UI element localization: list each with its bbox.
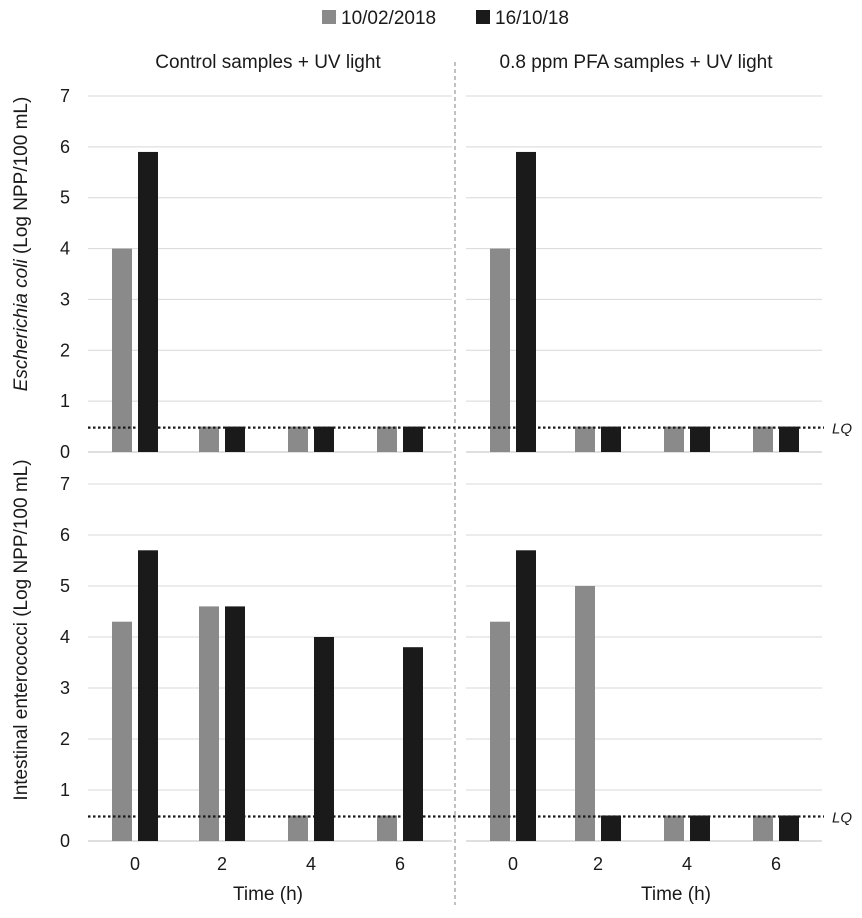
- y-tick-label: 5: [60, 576, 70, 596]
- y-axis-title-top: Escherichia coli (Log NPP/100 mL): [11, 97, 32, 392]
- bar-series-1: [575, 586, 595, 841]
- bar-series-2: [690, 815, 710, 841]
- x-tick-label: 6: [395, 854, 405, 874]
- y-axis-ticks: 0 1 2 3 4 5 6 7 0 1 2 3 4 5 6 7: [60, 86, 70, 851]
- bar-series-2: [601, 426, 621, 452]
- bar-series-2: [690, 426, 710, 452]
- bar-series-2: [403, 426, 423, 452]
- bar-series-2: [779, 426, 799, 452]
- y-tick-label: 1: [60, 780, 70, 800]
- y-tick-label: 6: [60, 137, 70, 157]
- bar-series-1: [288, 426, 308, 452]
- y-tick-label: 6: [60, 525, 70, 545]
- y-tick-label: 5: [60, 188, 70, 208]
- panel-title-right: 0.8 ppm PFA samples + UV light: [500, 52, 774, 73]
- bar-series-2: [138, 550, 158, 841]
- legend-swatch-series-1: [322, 10, 336, 24]
- y-tick-label: 0: [60, 442, 70, 462]
- bar-series-2: [314, 426, 334, 452]
- lq-label: LQ: [832, 810, 852, 827]
- bar-series-1: [199, 606, 219, 841]
- x-tick-label: 4: [682, 854, 692, 874]
- bar-series-1: [490, 248, 510, 452]
- x-axis-ticks: 0 2 4 6 0 2 4 6: [130, 854, 781, 874]
- lq-lines: LQ LQ: [88, 421, 852, 827]
- y-tick-label: 2: [60, 340, 70, 360]
- x-tick-label: 2: [217, 854, 227, 874]
- bar-series-1: [753, 815, 773, 841]
- legend-swatch-series-2: [476, 10, 490, 24]
- x-axis-title-left: Time (h): [233, 884, 303, 905]
- x-tick-label: 0: [508, 854, 518, 874]
- bar-series-1: [753, 426, 773, 452]
- bar-series-2: [403, 647, 423, 841]
- x-tick-label: 0: [130, 854, 140, 874]
- x-tick-label: 6: [771, 854, 781, 874]
- legend: 10/02/2018 16/10/18: [322, 8, 569, 29]
- y-tick-label: 0: [60, 831, 70, 851]
- bars: [112, 151, 799, 841]
- bar-series-1: [112, 248, 132, 452]
- legend-label-series-1: 10/02/2018: [341, 8, 436, 29]
- y-tick-label: 4: [60, 627, 70, 647]
- x-axis-title-right: Time (h): [641, 884, 711, 905]
- bar-series-1: [490, 621, 510, 841]
- bar-series-2: [138, 151, 158, 452]
- bar-series-1: [288, 815, 308, 841]
- bar-series-1: [664, 815, 684, 841]
- y-tick-label: 7: [60, 474, 70, 494]
- y-tick-label: 1: [60, 391, 70, 411]
- bar-series-1: [112, 621, 132, 841]
- bar-series-2: [314, 637, 334, 841]
- x-tick-label: 2: [593, 854, 603, 874]
- legend-label-series-2: 16/10/18: [495, 8, 569, 29]
- bar-series-1: [377, 815, 397, 841]
- y-tick-label: 4: [60, 239, 70, 259]
- x-tick-label: 4: [306, 854, 316, 874]
- bar-series-2: [225, 426, 245, 452]
- y-tick-label: 3: [60, 289, 70, 309]
- bar-series-2: [225, 606, 245, 841]
- bar-series-1: [664, 426, 684, 452]
- y-tick-label: 3: [60, 678, 70, 698]
- y-tick-label: 2: [60, 729, 70, 749]
- y-axis-title-bottom: Intestinal enterococci (Log NPP/100 mL): [11, 459, 32, 800]
- panel-title-left: Control samples + UV light: [155, 52, 381, 73]
- bar-series-1: [377, 426, 397, 452]
- bar-series-2: [516, 550, 536, 841]
- lq-label: LQ: [832, 421, 852, 438]
- bar-series-1: [575, 426, 595, 452]
- bar-series-2: [516, 151, 536, 452]
- bar-series-1: [199, 426, 219, 452]
- bar-series-2: [601, 815, 621, 841]
- bar-series-2: [779, 815, 799, 841]
- y-tick-label: 7: [60, 86, 70, 106]
